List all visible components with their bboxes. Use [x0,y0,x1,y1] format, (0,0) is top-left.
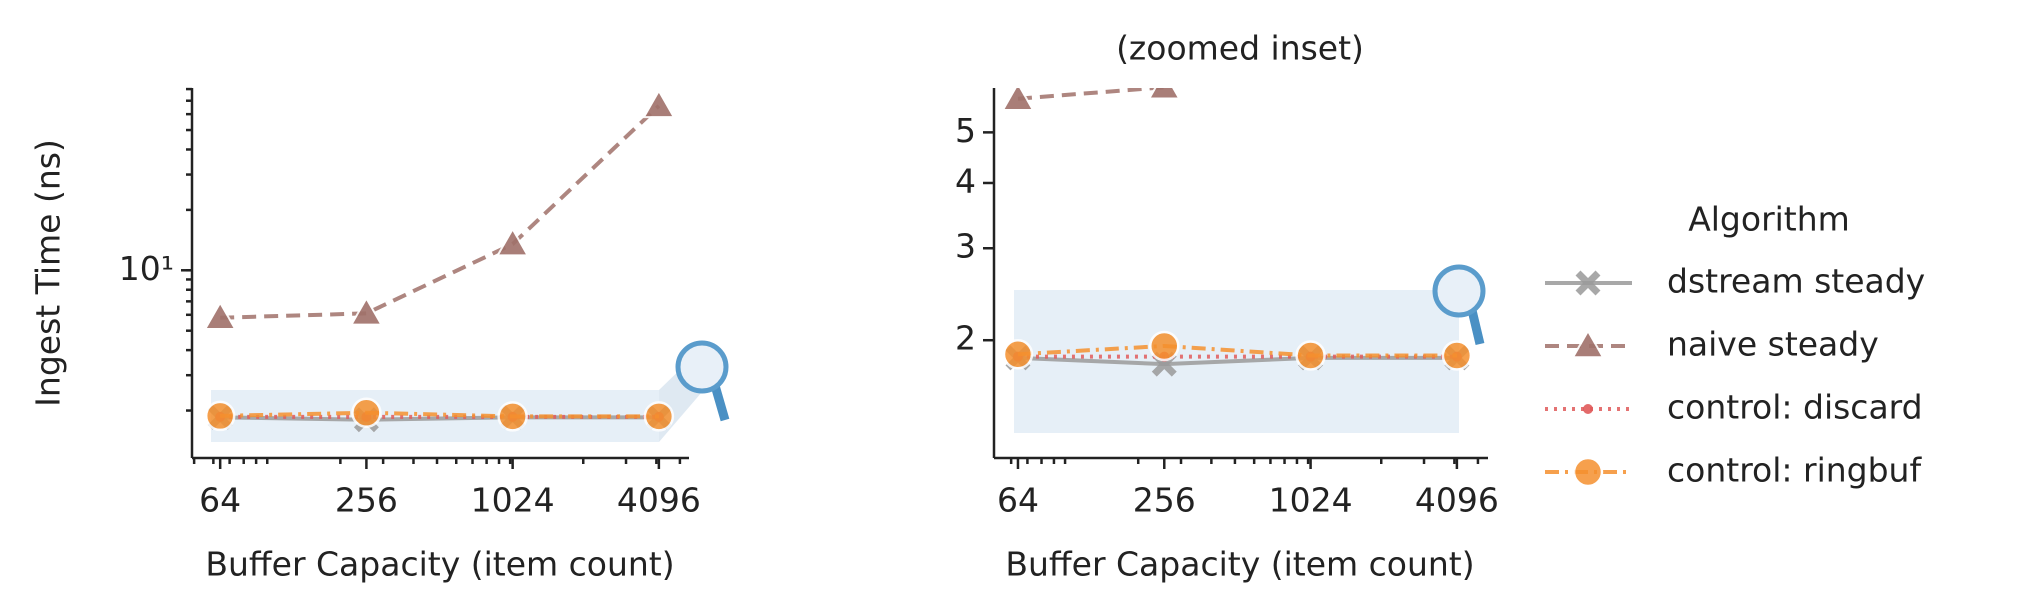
x-tick-label: 64 [997,481,1039,520]
marker [349,296,384,326]
y-tick-label: 4 [955,161,976,200]
legend-title: Algorithm [1688,200,1850,239]
marker [642,88,676,119]
legend-marker [1572,456,1604,488]
marker [351,397,382,428]
x-tick-label: 4096 [617,481,701,520]
x-tick-label: 64 [199,481,241,520]
series-line [1017,355,1457,367]
legend-label: dstream steady [1667,262,1925,301]
y-tick-label: 5 [955,111,976,150]
x-tick-label: 256 [1133,481,1196,520]
y-tick-label: 10¹ [119,249,174,288]
y-tick-label: 2 [955,319,976,358]
x-tick-label: 4096 [1415,481,1499,520]
marker [204,400,236,432]
y-tick-label: 3 [955,227,976,266]
marker [495,227,530,257]
x-tick-label: 1024 [1269,481,1353,520]
marker [1441,340,1473,371]
x-axis-label: Buffer Capacity (item count) [205,545,674,584]
series-line [1017,88,1167,101]
marker [1575,270,1601,296]
legend-label: control: discard [1667,388,1923,427]
legend-label: naive steady [1667,325,1879,364]
chart-title: (zoomed inset) [1116,29,1364,68]
marker [497,401,528,432]
legend-marker [1571,328,1605,359]
marker [1149,330,1180,362]
x-axis-label: Buffer Capacity (item count) [1005,545,1474,584]
marker [1002,339,1034,370]
series-line [220,104,661,320]
plot-area [203,88,676,433]
legend-label: control: ringbuf [1667,451,1922,490]
marker [1001,88,1035,111]
marker [1295,340,1326,371]
x-tick-label: 1024 [471,481,555,520]
magnifier [1432,264,1486,346]
legend-marker [1583,404,1593,414]
legend-marker [1575,270,1601,296]
marker [643,401,675,432]
marker [1571,328,1605,359]
plot-area [1001,88,1473,377]
marker [203,300,237,331]
marker [1572,456,1604,488]
y-axis-label: Ingest Time (ns) [29,139,68,407]
marker [1583,404,1593,414]
magnifier [675,340,730,422]
x-tick-label: 256 [335,481,398,520]
marker [1147,88,1181,100]
